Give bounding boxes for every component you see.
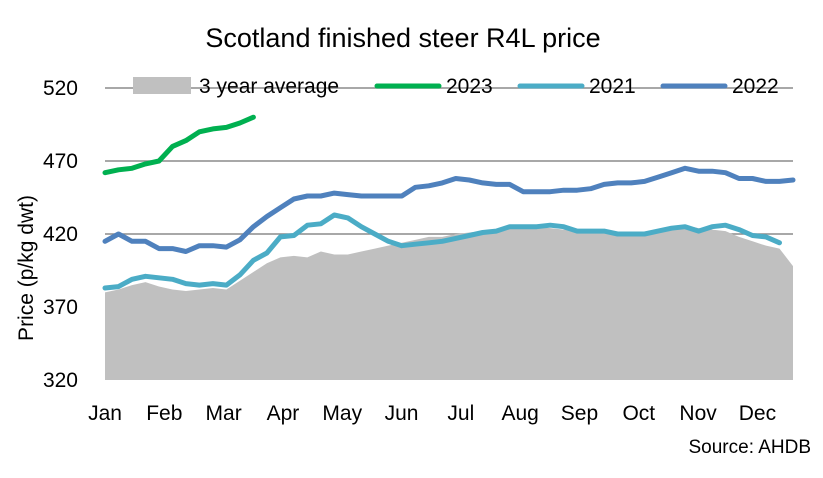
- x-tick-label: Jan: [88, 402, 122, 425]
- legend-label: 2021: [589, 75, 636, 98]
- x-tick-label: Nov: [679, 402, 717, 425]
- x-tick-label: Mar: [206, 402, 242, 425]
- x-tick-label: Jun: [385, 402, 419, 425]
- series-area-3yr-average: [105, 225, 793, 380]
- x-tick-label: Jul: [447, 402, 474, 425]
- line-layer: [102, 114, 796, 291]
- legend: 3 year average 2023 2021 2022: [133, 75, 779, 98]
- x-tick-label: Feb: [146, 402, 182, 425]
- x-tick-label: Dec: [739, 402, 776, 425]
- series-line-2023: [102, 114, 256, 176]
- y-tick-label: 470: [43, 150, 78, 173]
- x-tick-label: Aug: [501, 402, 538, 425]
- y-axis-label: Price (p/kg dwt): [15, 195, 38, 341]
- x-tick-label: Oct: [622, 402, 655, 425]
- series-line-2022: [102, 165, 796, 254]
- series-line-2021: [102, 212, 782, 291]
- x-tick-label: Sep: [561, 402, 598, 425]
- source-note: Source: AHDB: [689, 437, 812, 458]
- y-tick-label: 420: [43, 223, 78, 246]
- y-tick-label: 370: [43, 296, 78, 319]
- legend-label: 2023: [446, 75, 493, 98]
- x-tick-label: May: [322, 402, 362, 425]
- chart-title: Scotland finished steer R4L price: [205, 23, 600, 53]
- y-tick-label: 520: [43, 77, 78, 100]
- legend-label: 3 year average: [199, 75, 339, 98]
- axes: 320 370 420 470 520 Jan Feb Mar Apr May Jun Jul Aug S…: [43, 77, 776, 425]
- area-layer: [105, 225, 793, 380]
- legend-label: 2022: [732, 75, 779, 98]
- legend-swatch: [133, 77, 191, 94]
- x-tick-label: Apr: [267, 402, 300, 425]
- y-tick-label: 320: [43, 369, 78, 392]
